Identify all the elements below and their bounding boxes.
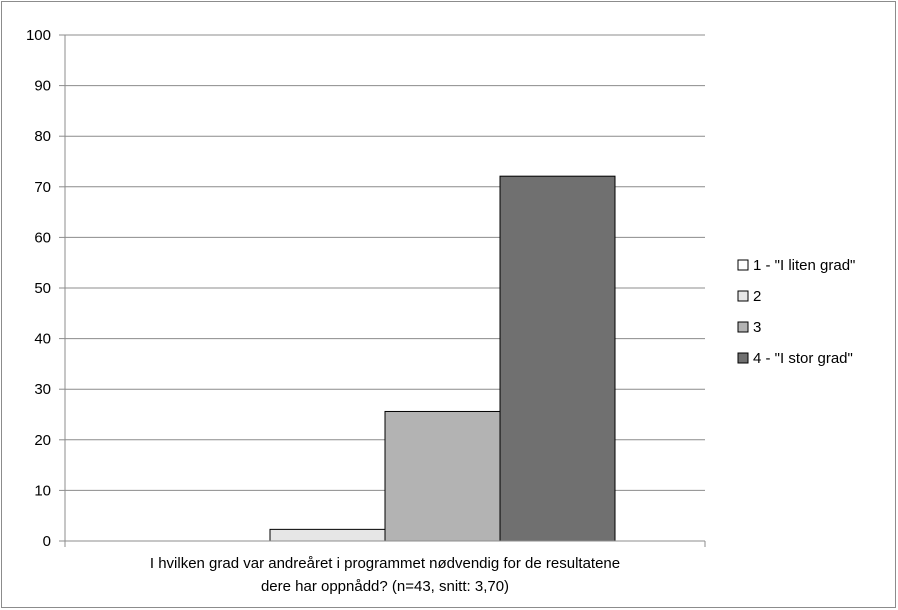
- y-tick-label: 0: [43, 533, 51, 550]
- y-tick-label: 30: [34, 381, 51, 398]
- y-tick-label: 100: [26, 27, 51, 44]
- y-tick-label: 80: [34, 128, 51, 145]
- bar-series-2: [269, 528, 386, 542]
- legend-label-2: 2: [753, 288, 761, 305]
- y-tick-label: 10: [34, 482, 51, 499]
- x-category-label-line-2: dere har oppnådd? (n=43, snitt: 3,70): [261, 578, 509, 595]
- x-category-label-line-1: I hvilken grad var andreåret i programme…: [150, 555, 620, 572]
- y-tick-label: 40: [34, 331, 51, 348]
- legend-swatch-1: [737, 259, 749, 271]
- legend-label-4: 4 - "I stor grad": [753, 350, 853, 367]
- y-axis-ticks: 0 10 20 30 40 50 60 70 80 90 100: [26, 27, 706, 550]
- legend-swatch-3: [737, 321, 749, 333]
- y-tick-label: 20: [34, 432, 51, 449]
- y-tick-label: 60: [34, 229, 51, 246]
- bars: [269, 175, 616, 542]
- y-tick-label: 50: [34, 280, 51, 297]
- y-tick-label: 90: [34, 78, 51, 95]
- legend-label-3: 3: [753, 319, 761, 336]
- legend-label-1: 1 - "I liten grad": [753, 257, 855, 274]
- legend-swatch-4: [737, 352, 749, 364]
- bar-series-3: [384, 410, 501, 542]
- bar-series-4: [499, 175, 616, 542]
- y-tick-label: 70: [34, 179, 51, 196]
- legend-swatch-2: [737, 290, 749, 302]
- legend: 1 - "I liten grad" 2 3 4 - "I stor grad": [737, 257, 855, 367]
